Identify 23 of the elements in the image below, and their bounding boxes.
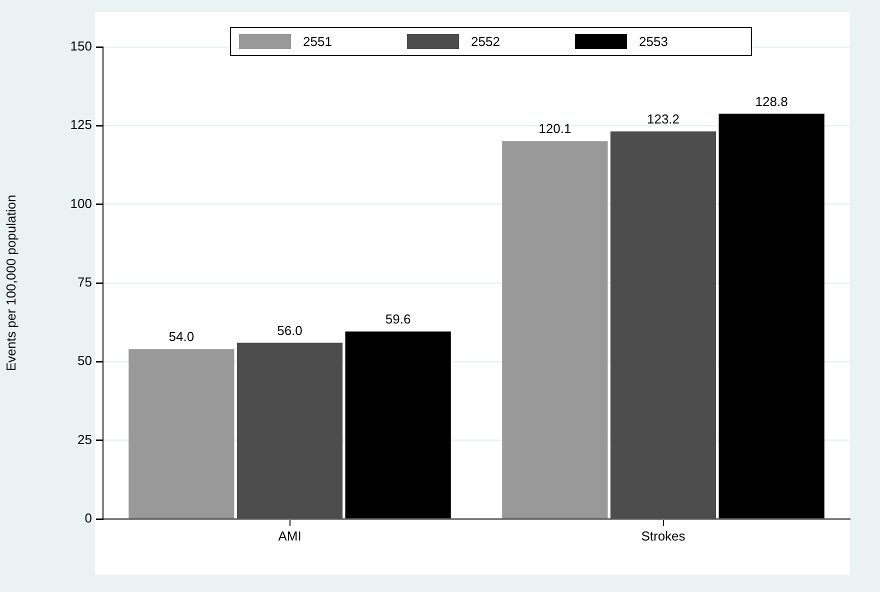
y-axis-title: Events per 100,000 population [3,194,18,372]
y-tick-label: 0 [84,510,92,526]
x-tick-label: Strokes [641,528,686,544]
y-tick-label: 100 [70,196,92,211]
bar [236,342,343,518]
y-tick-label: 150 [70,38,92,54]
legend-label: 2551 [303,34,332,49]
data-label: 123.2 [646,111,680,126]
data-label: 128.8 [755,94,788,109]
data-label: 120.1 [538,121,572,136]
data-label: 56.0 [277,322,302,338]
bar [610,131,716,518]
y-tick-label: 75 [78,274,92,290]
y-tick-label: 50 [78,353,92,368]
y-tick-label: 125 [70,117,92,132]
data-label: 59.6 [385,312,411,327]
x-tick-label: AMI [278,528,302,544]
data-label: 54.0 [168,329,194,344]
bar [502,141,608,518]
legend-label: 2552 [471,34,500,49]
y-tick-label: 25 [78,432,92,447]
legend-label: 2553 [639,34,668,49]
bar [128,349,234,518]
